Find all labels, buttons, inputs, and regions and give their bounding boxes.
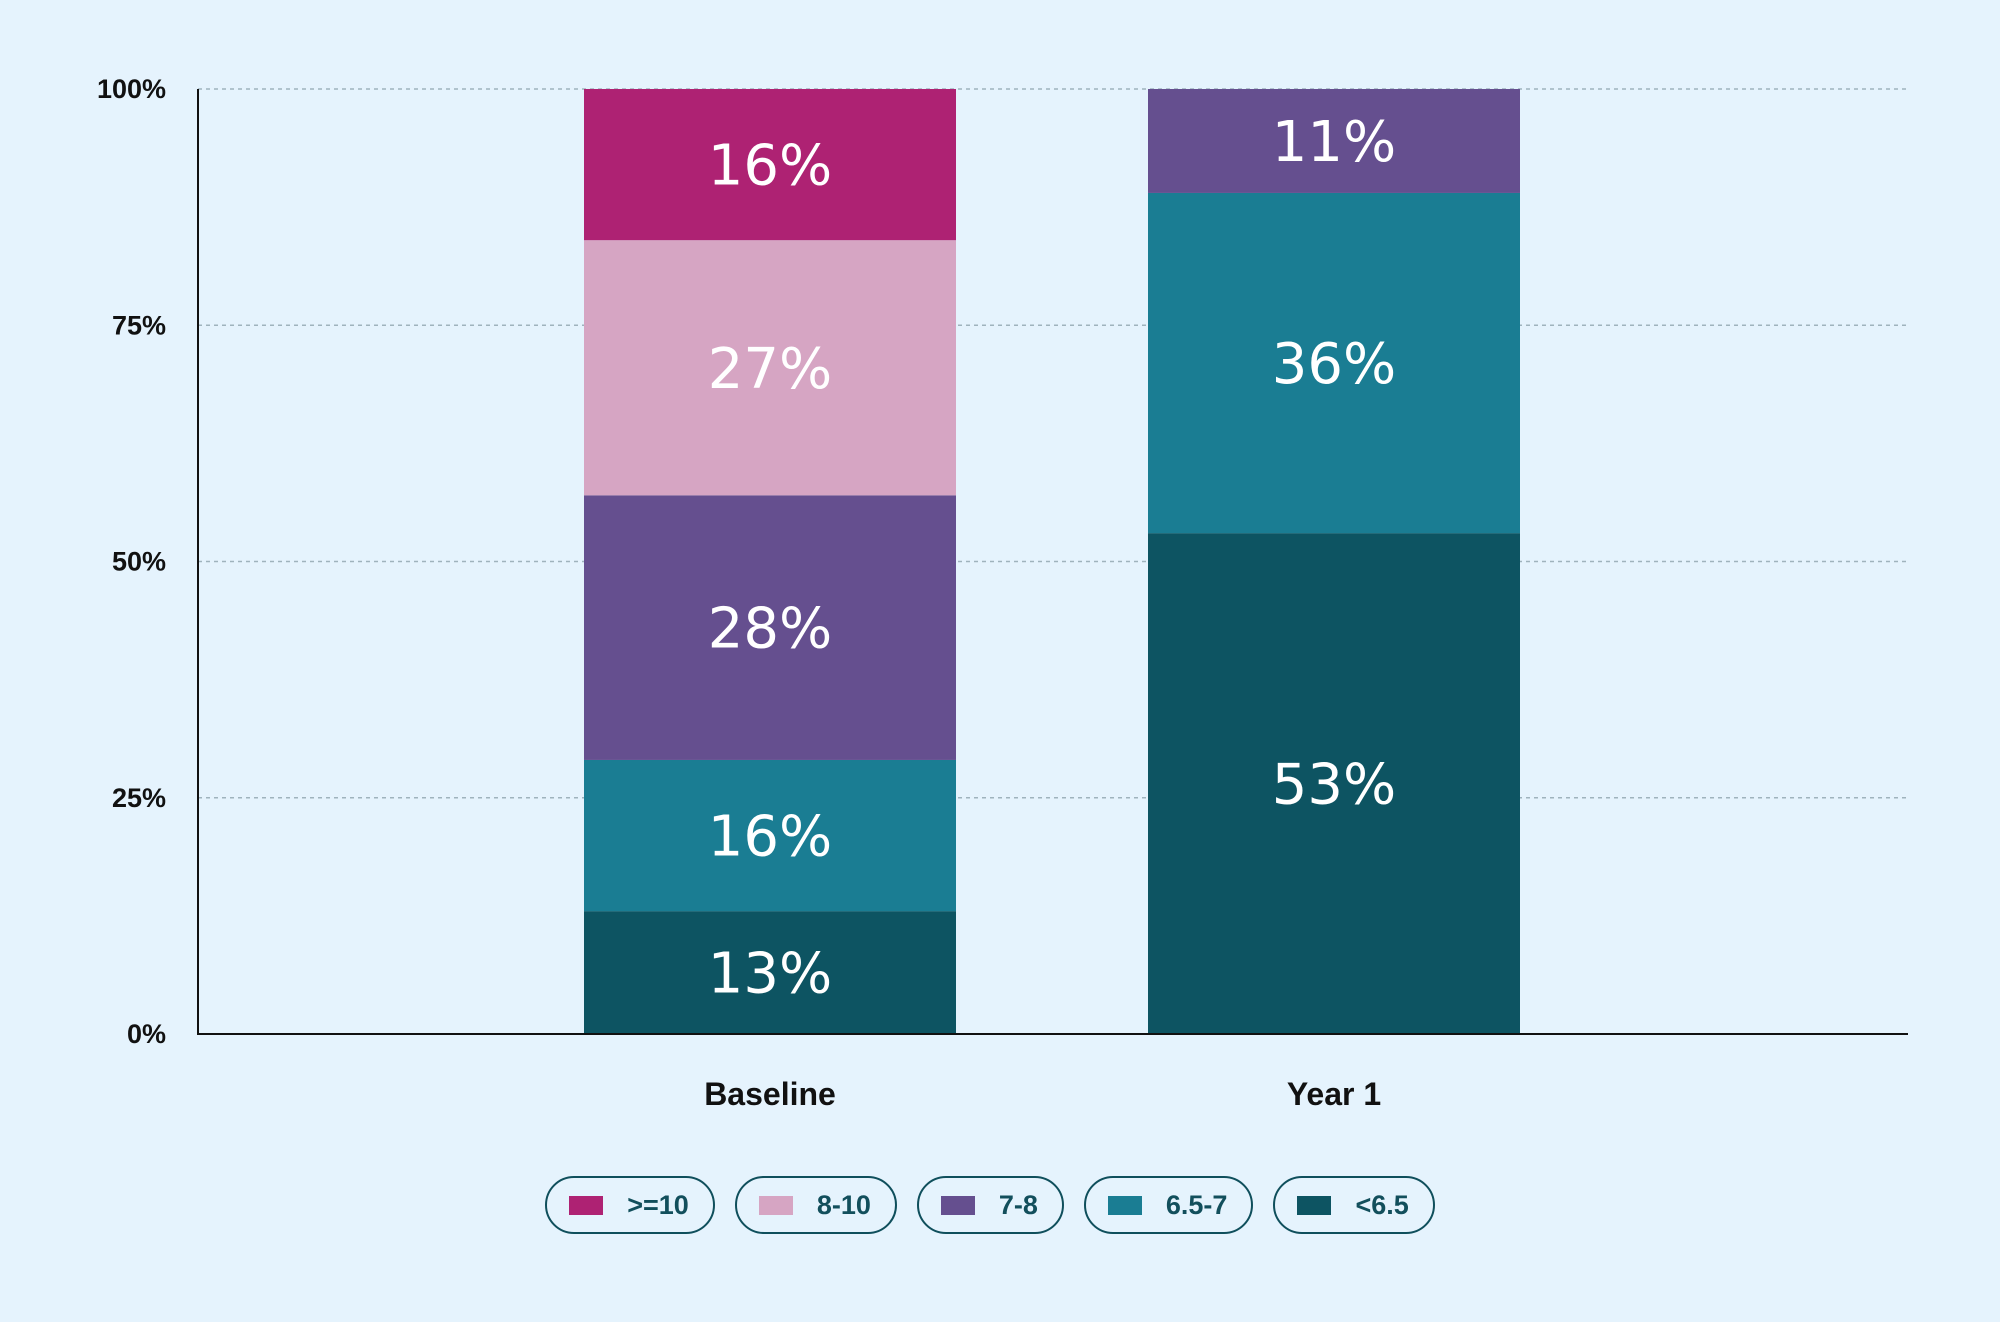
- legend-item[interactable]: 6.5-7: [1083, 1176, 1254, 1234]
- y-tick-label: 0%: [127, 1019, 166, 1049]
- data-label: 11%: [1272, 110, 1396, 175]
- y-tick-label: 25%: [112, 783, 166, 813]
- data-label: 28%: [708, 597, 832, 662]
- legend-swatch: [569, 1195, 604, 1215]
- legend-swatch: [1297, 1195, 1332, 1215]
- legend-label: 8-10: [816, 1189, 871, 1220]
- bar-segment-baseline-4[interactable]: [584, 89, 956, 241]
- y-tick-label: 100%: [97, 74, 166, 104]
- x-tick-label: Year 1: [1287, 1076, 1381, 1112]
- data-label: 53%: [1272, 753, 1396, 818]
- data-label: 27%: [708, 337, 832, 402]
- bar-segment-year-1-2[interactable]: [1148, 89, 1520, 193]
- bar-segment-year-1-0[interactable]: [1148, 533, 1520, 1034]
- legend-swatch: [758, 1195, 793, 1215]
- legend-item[interactable]: <6.5: [1273, 1176, 1435, 1234]
- legend: >=10 8-10 7-8 6.5-7 <6.5: [0, 1176, 1990, 1234]
- y-tick-label: 75%: [112, 310, 166, 340]
- data-label: 36%: [1272, 332, 1396, 397]
- data-label: 16%: [708, 805, 832, 870]
- x-tick-label: Baseline: [704, 1076, 836, 1112]
- bar-segment-baseline-2[interactable]: [584, 495, 956, 760]
- legend-swatch: [940, 1195, 975, 1215]
- data-label: 13%: [708, 942, 832, 1007]
- bar-segment-baseline-3[interactable]: [584, 240, 956, 496]
- data-label: 16%: [708, 134, 832, 199]
- bar-segment-year-1-1[interactable]: [1148, 192, 1520, 534]
- legend-swatch: [1107, 1195, 1142, 1215]
- legend-item[interactable]: 7-8: [916, 1176, 1064, 1234]
- bar-segment-baseline-1[interactable]: [584, 759, 956, 912]
- y-tick-label: 50%: [112, 547, 166, 577]
- legend-item[interactable]: 8-10: [734, 1176, 897, 1234]
- legend-label: >=10: [627, 1189, 689, 1220]
- legend-label: 7-8: [998, 1189, 1038, 1220]
- legend-label: 6.5-7: [1165, 1189, 1228, 1220]
- legend-item[interactable]: >=10: [545, 1176, 715, 1234]
- bar-segment-baseline-0[interactable]: [584, 911, 956, 1034]
- legend-label: <6.5: [1355, 1189, 1409, 1220]
